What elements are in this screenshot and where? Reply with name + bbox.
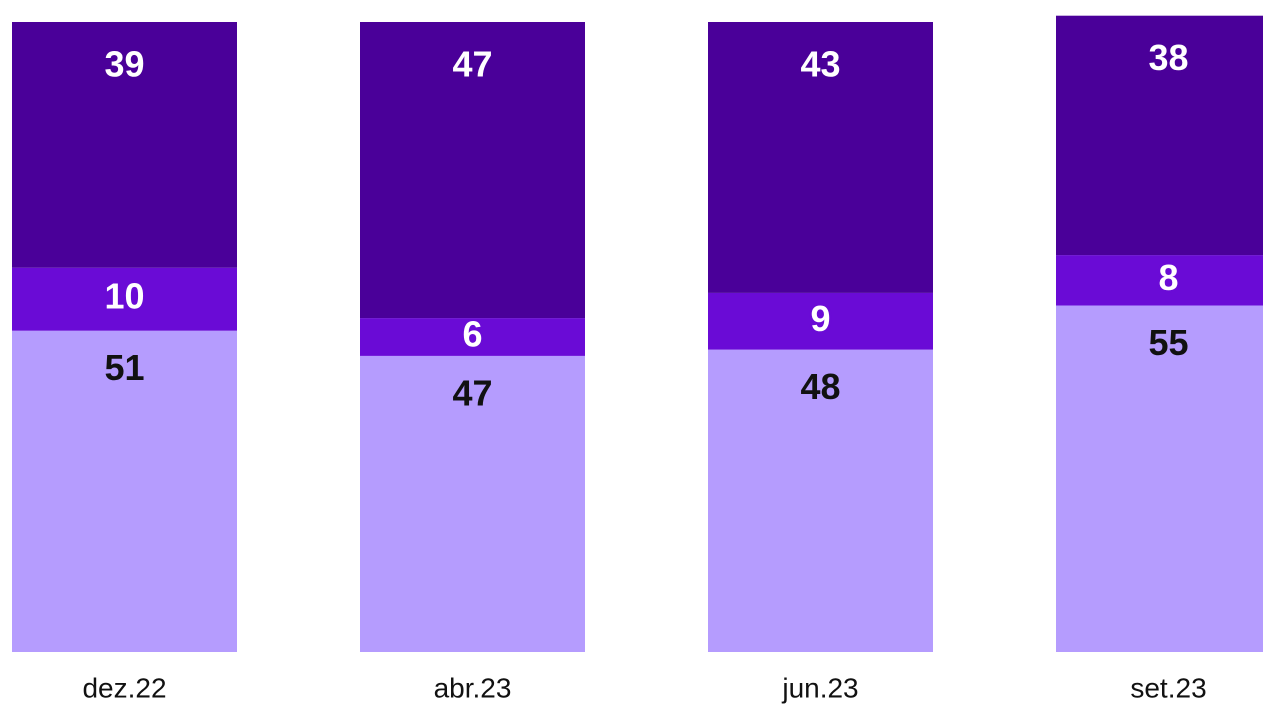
value-label: 10 [104,276,144,317]
bar-segment [1056,255,1263,306]
value-label: 9 [810,298,830,339]
value-label: 47 [452,44,492,85]
bar-segment [708,22,933,293]
value-label: 38 [1148,37,1188,78]
bar-segment [12,22,237,268]
x-tick-label: dez.22 [82,672,166,703]
value-label: 6 [462,314,482,355]
value-label: 43 [800,44,840,85]
bar-segment [360,22,585,319]
bar-segment [1056,15,1263,256]
bar-segment [360,318,585,356]
bar-segment [708,292,933,350]
bar-segment [12,330,237,652]
bar-segment [1056,305,1263,652]
x-tick-label: jun.23 [781,672,858,703]
value-label: 51 [104,347,144,388]
value-label: 48 [800,366,840,407]
value-label: 8 [1158,257,1178,298]
value-label: 47 [452,372,492,413]
bar-segment [360,355,585,652]
bar-segment [12,267,237,331]
bar-segment [708,349,933,652]
value-label: 55 [1148,322,1188,363]
value-label: 39 [104,44,144,85]
x-tick-label: abr.23 [434,672,512,703]
x-tick-label: set.23 [1130,672,1206,703]
